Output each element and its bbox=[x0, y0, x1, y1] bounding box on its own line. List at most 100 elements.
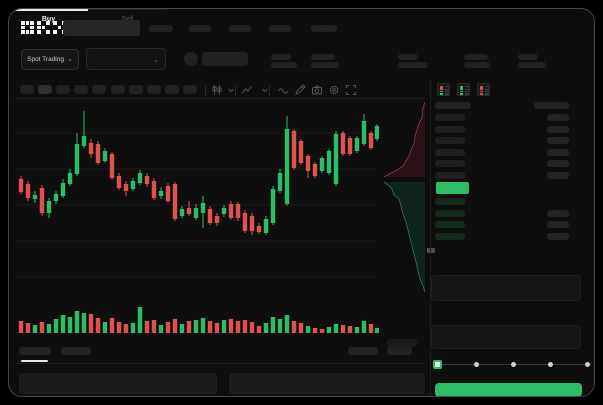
ask-amount-skeleton bbox=[547, 171, 569, 179]
active-tab-underline bbox=[21, 360, 48, 362]
bottom-panel-skeleton bbox=[229, 373, 425, 394]
toolbar-divider bbox=[269, 86, 270, 96]
pair-avatar bbox=[184, 52, 198, 66]
book-bids-icon[interactable] bbox=[457, 83, 470, 96]
depth-price-marker bbox=[427, 248, 435, 253]
book-combined-icon[interactable] bbox=[437, 83, 450, 96]
slider-dot[interactable] bbox=[585, 362, 590, 367]
stat-value-skeleton bbox=[271, 62, 297, 68]
ask-amount-skeleton bbox=[547, 148, 569, 156]
line-tool-icon[interactable] bbox=[277, 84, 289, 96]
orderbook-col-header-price bbox=[435, 102, 471, 109]
ask-price-skeleton bbox=[435, 148, 465, 156]
pair-name-skeleton bbox=[202, 52, 248, 66]
market-type-label: Spot Trading bbox=[27, 56, 64, 63]
slider-handle[interactable] bbox=[433, 360, 442, 369]
logo-letter-O bbox=[21, 21, 34, 34]
nav-item-skeleton[interactable] bbox=[311, 25, 337, 32]
nav-item-skeleton[interactable] bbox=[149, 25, 173, 32]
pair-selector-dropdown[interactable]: ⌄ bbox=[86, 48, 166, 70]
bottom-divider bbox=[15, 363, 425, 364]
bottom-tab-skeleton[interactable] bbox=[19, 347, 51, 355]
stat-label-skeleton bbox=[271, 54, 291, 60]
chevron-down-icon[interactable] bbox=[225, 84, 237, 96]
book-asks-icon[interactable] bbox=[477, 83, 490, 96]
okx-logo bbox=[21, 21, 69, 35]
tab-buy[interactable]: Buy bbox=[9, 9, 88, 25]
interval-button[interactable] bbox=[128, 85, 143, 94]
ask-amount-skeleton bbox=[547, 160, 569, 167]
chevron-down-icon[interactable] bbox=[259, 84, 271, 96]
toolbar-divider bbox=[235, 86, 236, 96]
ask-price-skeleton bbox=[435, 114, 465, 121]
interval-button[interactable] bbox=[164, 85, 179, 94]
bottom-tab-skeleton[interactable] bbox=[387, 347, 412, 355]
bottom-panel-skeleton bbox=[19, 373, 217, 394]
stat-value-skeleton bbox=[398, 62, 428, 68]
nav-item-skeleton[interactable] bbox=[269, 25, 291, 32]
price-input[interactable] bbox=[431, 275, 581, 301]
tab-sell[interactable]: Sell bbox=[88, 9, 167, 25]
nav-item-skeleton[interactable] bbox=[229, 25, 251, 32]
ask-price-skeleton bbox=[435, 137, 465, 144]
interval-button[interactable] bbox=[146, 85, 161, 94]
market-type-dropdown[interactable]: Spot Trading ⌄ bbox=[21, 49, 79, 70]
indicator-icon[interactable] bbox=[241, 84, 253, 96]
trade-side-tabs: Buy Sell bbox=[9, 9, 167, 25]
stat-value-skeleton bbox=[464, 62, 490, 68]
search-input[interactable] bbox=[63, 20, 140, 36]
draw-tool-icon[interactable] bbox=[294, 84, 306, 96]
buy-submit-button[interactable] bbox=[435, 383, 582, 396]
ask-price-skeleton bbox=[435, 125, 465, 133]
ask-amount-skeleton bbox=[547, 125, 569, 133]
ask-amount-skeleton bbox=[547, 137, 569, 144]
interval-button[interactable] bbox=[20, 85, 34, 94]
panel-divider bbox=[430, 79, 431, 396]
nav-item-skeleton[interactable] bbox=[189, 25, 211, 32]
bid-price-skeleton bbox=[435, 198, 465, 205]
bid-amount-skeleton bbox=[547, 221, 569, 228]
candlestick-chart[interactable] bbox=[15, 101, 379, 291]
app-window: Spot Trading ⌄ ⌄ bbox=[8, 8, 595, 397]
amount-input[interactable] bbox=[431, 325, 581, 349]
ask-price-skeleton bbox=[435, 171, 465, 179]
bid-amount-skeleton bbox=[547, 232, 569, 240]
orderbook-col-header-amount bbox=[534, 102, 569, 109]
ask-price-skeleton bbox=[435, 160, 465, 167]
slider-dot[interactable] bbox=[548, 362, 553, 367]
toolbar-divider bbox=[15, 98, 425, 99]
interval-button[interactable] bbox=[92, 85, 107, 94]
stat-label-skeleton bbox=[518, 54, 538, 60]
interval-button[interactable] bbox=[74, 85, 89, 94]
interval-button[interactable] bbox=[38, 85, 53, 94]
last-price-badge[interactable] bbox=[436, 182, 469, 194]
logo-letter-K bbox=[37, 21, 50, 34]
slider-dot[interactable] bbox=[474, 362, 479, 367]
camera-icon[interactable] bbox=[311, 84, 323, 96]
bid-price-skeleton bbox=[435, 221, 465, 228]
depth-label-skeleton bbox=[387, 339, 417, 347]
slider-dot[interactable] bbox=[511, 362, 516, 367]
stat-value-skeleton bbox=[311, 62, 339, 68]
toolbar-divider bbox=[205, 86, 206, 96]
stat-label-skeleton bbox=[311, 54, 335, 60]
stat-label-skeleton bbox=[464, 54, 488, 60]
settings-icon[interactable] bbox=[328, 84, 340, 96]
bottom-tab-skeleton[interactable] bbox=[348, 347, 378, 355]
chevron-down-icon: ⌄ bbox=[153, 57, 159, 64]
interval-button[interactable] bbox=[56, 85, 71, 94]
bid-price-skeleton bbox=[435, 209, 465, 217]
fullscreen-icon[interactable] bbox=[345, 84, 357, 96]
chevron-down-icon: ⌄ bbox=[66, 56, 73, 63]
volume-histogram[interactable] bbox=[15, 301, 379, 333]
bottom-tab-skeleton[interactable] bbox=[61, 347, 91, 355]
bid-price-skeleton bbox=[435, 232, 465, 240]
interval-button[interactable] bbox=[110, 85, 125, 94]
stat-value-skeleton bbox=[518, 62, 546, 68]
bid-amount-skeleton bbox=[547, 209, 569, 217]
candle-style-icon[interactable] bbox=[211, 84, 223, 96]
depth-chart[interactable] bbox=[381, 96, 426, 296]
ask-amount-skeleton bbox=[547, 114, 569, 121]
interval-button[interactable] bbox=[182, 85, 197, 94]
stat-label-skeleton bbox=[398, 54, 418, 60]
